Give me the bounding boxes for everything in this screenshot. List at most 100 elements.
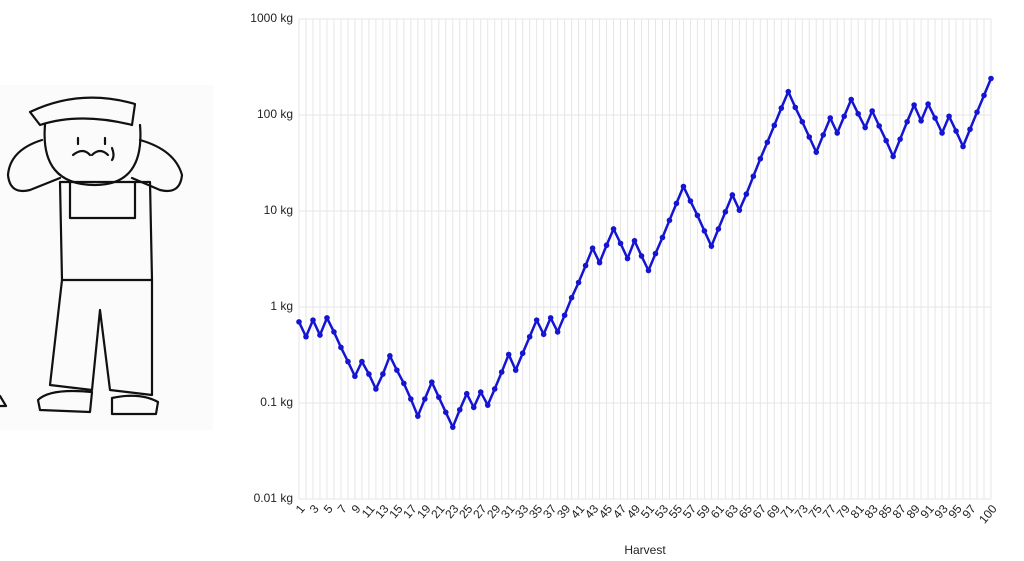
data-point: [540, 331, 547, 338]
x-tick-label: 3: [307, 502, 322, 516]
data-point: [652, 250, 659, 257]
data-point: [848, 96, 855, 103]
x-tick-label: 100: [976, 502, 1000, 527]
data-point: [988, 75, 994, 82]
data-point: [429, 379, 435, 385]
data-point: [561, 312, 568, 319]
data-point: [862, 124, 868, 131]
data-point: [813, 149, 820, 155]
data-point: [869, 108, 875, 114]
data-line: [297, 78, 993, 431]
data-point: [373, 386, 379, 392]
data-point: [792, 104, 799, 111]
data-point: [939, 130, 945, 136]
y-tick-label: 100 kg: [257, 107, 293, 121]
data-point: [645, 267, 652, 274]
data-point: [764, 139, 771, 146]
data-point: [491, 386, 498, 392]
data-point: [806, 134, 813, 140]
data-point: [617, 240, 624, 247]
face: [71, 136, 115, 162]
x-axis-title: Harvest: [624, 543, 666, 557]
data-point: [750, 173, 757, 180]
data-point: [317, 332, 323, 338]
data-point: [932, 115, 938, 121]
data-point: [345, 358, 351, 365]
data-point: [415, 413, 421, 419]
data-point: [596, 259, 603, 266]
edge-shape: [0, 394, 8, 408]
farmer-illustration: [0, 85, 213, 430]
data-point: [519, 350, 526, 357]
data-point: [624, 255, 631, 262]
data-point: [967, 126, 973, 133]
data-point: [911, 102, 917, 108]
data-point: [603, 242, 610, 249]
data-point: [498, 369, 505, 375]
data-point: [359, 358, 365, 365]
data-point: [324, 315, 330, 321]
data-point: [526, 333, 533, 340]
data-point: [974, 109, 980, 115]
data-point: [296, 319, 302, 325]
data-point: [366, 371, 372, 377]
data-point: [659, 234, 666, 241]
data-point: [687, 198, 694, 204]
head: [43, 123, 142, 187]
data-point: [897, 136, 903, 142]
data-point: [757, 155, 764, 162]
data-point: [456, 406, 463, 413]
data-point: [631, 237, 638, 244]
data-point: [610, 226, 617, 232]
data-point: [331, 329, 337, 335]
data-point: [463, 390, 470, 397]
data-point: [771, 122, 778, 129]
data-point: [435, 394, 442, 400]
data-point: [303, 333, 309, 340]
data-point: [841, 113, 848, 120]
cap: [28, 96, 137, 127]
data-point: [582, 262, 589, 269]
data-point: [876, 123, 882, 129]
data-point: [554, 329, 561, 335]
data-point: [484, 402, 491, 408]
data-point: [387, 353, 393, 359]
data-point: [310, 317, 316, 323]
data-point: [694, 212, 701, 219]
data-point: [422, 396, 428, 402]
data-point: [512, 367, 519, 373]
data-point: [394, 367, 400, 373]
data-point: [883, 137, 889, 144]
boots: [36, 389, 160, 416]
data-point: [890, 153, 896, 160]
data-point: [799, 118, 806, 125]
data-point: [946, 113, 952, 120]
data-point: [449, 424, 456, 430]
data-point: [960, 143, 966, 150]
data-point: [855, 110, 861, 117]
data-point: [904, 118, 910, 125]
data-point: [477, 389, 484, 395]
data-point: [401, 380, 407, 387]
data-point: [827, 115, 834, 121]
data-point: [505, 351, 512, 358]
data-point: [981, 92, 987, 99]
data-point: [575, 279, 582, 286]
arms: [6, 138, 184, 193]
data-point: [820, 132, 827, 138]
data-point: [442, 409, 449, 416]
data-point: [785, 88, 792, 95]
data-point: [680, 183, 687, 190]
data-point: [673, 200, 680, 207]
data-point: [589, 245, 596, 251]
data-point: [547, 315, 554, 321]
x-tick-label: 1: [293, 502, 308, 516]
data-point: [666, 217, 673, 224]
data-point: [352, 373, 358, 380]
data-point: [953, 128, 959, 134]
data-point: [834, 130, 841, 136]
data-point: [729, 192, 736, 198]
data-point: [568, 294, 575, 301]
data-point: [736, 207, 743, 213]
